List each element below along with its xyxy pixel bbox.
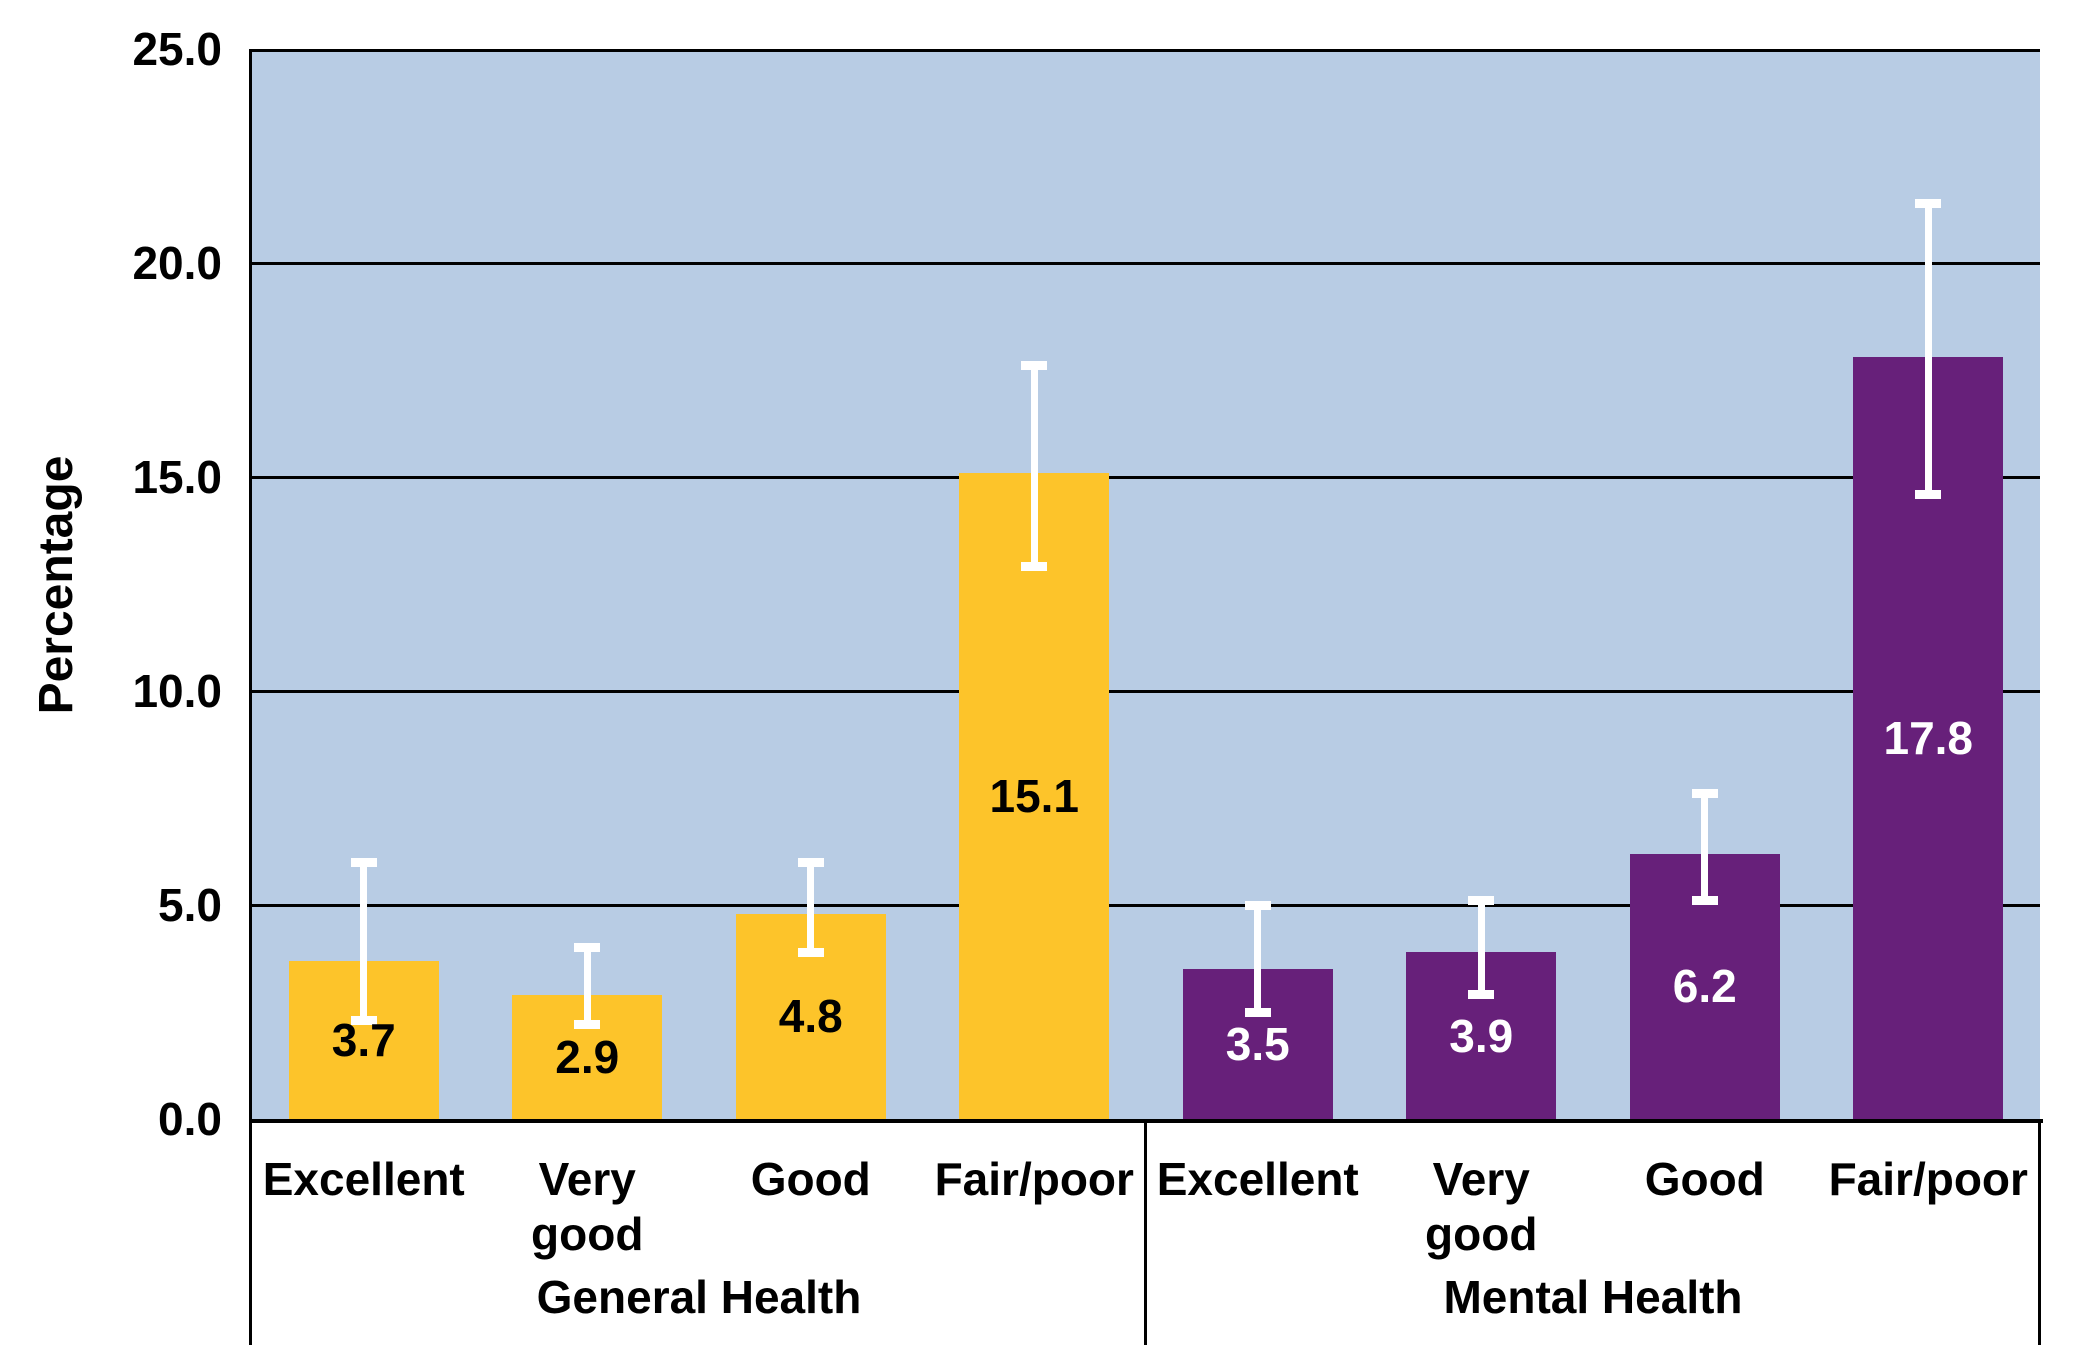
group-label-mental-health: Mental Health	[1443, 1271, 1743, 1323]
error-bar-cap-bottom	[1468, 990, 1495, 1000]
gridline-5.0	[252, 903, 2040, 907]
error-bar-stem	[583, 947, 591, 1025]
gridline-20.0	[252, 261, 2040, 265]
category-label: Very good	[1425, 1153, 1538, 1260]
y-tick-label-25.0: 25.0	[132, 23, 222, 75]
category-label: Good	[1644, 1153, 1765, 1205]
category-group-separator-right	[2038, 1119, 2041, 1345]
error-bar-cap-bottom	[1244, 1007, 1271, 1017]
bar-value-label: 3.5	[1225, 1018, 1290, 1071]
bar-value-label: 2.9	[555, 1030, 620, 1083]
error-bar-cap-top	[1915, 198, 1942, 208]
category-label: Good	[750, 1153, 871, 1205]
error-bar-cap-top	[797, 857, 824, 867]
error-bar-stem	[360, 862, 368, 1021]
group-label-general-health: General Health	[536, 1271, 862, 1323]
error-bar-cap-top	[1468, 896, 1495, 906]
y-tick-label-20.0: 20.0	[132, 237, 222, 289]
bar-value-label: 4.8	[778, 990, 843, 1043]
error-bar-cap-top	[1021, 361, 1048, 371]
category-label: Excellent	[1156, 1153, 1359, 1205]
bar-value-label: 15.1	[989, 769, 1080, 822]
bar-value-label: 3.9	[1449, 1009, 1514, 1062]
bar-value-label: 6.2	[1672, 960, 1737, 1013]
error-bar-cap-top	[1244, 900, 1271, 910]
error-bar-cap-bottom	[1691, 896, 1718, 906]
gridline-10.0	[252, 689, 2040, 693]
error-bar-stem	[1701, 793, 1709, 901]
error-bar-stem	[1477, 900, 1485, 995]
bar-value-label: 17.8	[1883, 712, 1974, 765]
y-axis-line	[249, 49, 252, 1345]
bar-general-health-fair-poor	[959, 472, 1110, 1119]
error-bar-cap-bottom	[1915, 489, 1942, 499]
error-bar-stem	[1030, 365, 1038, 567]
y-tick-label-10.0: 10.0	[132, 665, 222, 717]
y-axis-title: Percentage	[30, 455, 83, 715]
category-group-separator-middle	[1144, 1119, 1147, 1345]
error-bar-cap-bottom	[350, 1016, 377, 1026]
category-label: Very good	[531, 1153, 644, 1260]
error-bar-cap-bottom	[797, 947, 824, 957]
plot-area: 3.7 2.9 4.8 15.1 3.5 3.9 6.2 17.8	[252, 49, 2040, 1119]
category-label: Fair/poor	[934, 1153, 1134, 1205]
error-bar-cap-bottom	[1021, 562, 1048, 572]
error-bar-cap-top	[1691, 789, 1718, 799]
error-bar-stem	[1254, 905, 1262, 1012]
error-bar-cap-top	[574, 943, 601, 953]
gridline-25.0	[252, 49, 2040, 52]
error-bar-cap-bottom	[574, 1020, 601, 1030]
error-bar-cap-top	[350, 857, 377, 867]
error-bar-stem	[807, 862, 815, 953]
y-tick-label-15.0: 15.0	[132, 451, 222, 503]
category-label: Fair/poor	[1828, 1153, 2028, 1205]
category-label: Excellent	[262, 1153, 465, 1205]
y-tick-label-5.0: 5.0	[158, 879, 222, 931]
gridline-15.0	[252, 475, 2040, 479]
error-bar-stem	[1924, 203, 1932, 495]
bar-value-label: 3.7	[331, 1013, 396, 1066]
y-tick-label-0.0: 0.0	[158, 1093, 222, 1145]
